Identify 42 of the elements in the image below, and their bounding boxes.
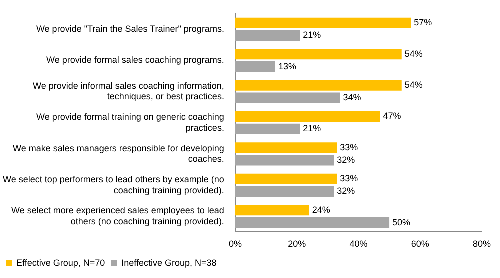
bar	[235, 18, 412, 28]
y-tick-label: We provide "Train the Sales Trainer" programs.	[36, 24, 224, 34]
y-tick-label: We select more experienced sales employees to lead others (no coaching training provided).	[11, 206, 224, 226]
bar	[235, 111, 380, 122]
x-tick-label: 40%	[350, 239, 368, 250]
bar	[235, 62, 276, 72]
data-label: 24%	[312, 204, 330, 215]
x-tick-label: 60%	[411, 239, 430, 250]
bar	[235, 92, 340, 104]
x-tick-label: 80%	[472, 239, 492, 250]
data-label: 34%	[343, 92, 362, 103]
bar	[235, 80, 402, 91]
data-label: 32%	[337, 154, 356, 165]
data-label: 57%	[414, 18, 432, 28]
legend-label: Ineffective Group, N=38	[122, 258, 217, 268]
bar	[235, 49, 402, 60]
y-tick-label: We provide informal sales coaching information, techniques, or best practices.	[33, 80, 224, 102]
data-label: 21%	[303, 124, 322, 134]
bar	[235, 124, 300, 135]
data-label: 54%	[404, 80, 423, 90]
bar	[235, 30, 300, 41]
bar	[235, 174, 338, 184]
data-label: 21%	[303, 30, 322, 40]
y-tick-label: We select top performers to lead others by example (no coaching training provided).	[2, 174, 224, 196]
bar	[235, 205, 310, 216]
data-label: 54%	[404, 48, 423, 59]
y-tick-label: We provide formal training on generic coaching practices.	[36, 112, 224, 133]
y-tick-label: We provide formal sales coaching programs.	[46, 55, 224, 66]
x-tick-label: 0%	[228, 239, 242, 250]
data-label: 33%	[340, 142, 358, 152]
bar	[235, 186, 334, 197]
data-label: 47%	[383, 111, 402, 122]
data-label: 32%	[337, 186, 356, 196]
data-label: 50%	[392, 217, 411, 228]
data-label: 13%	[278, 61, 297, 72]
y-tick-label: We make sales managers responsible for developing coaches.	[12, 143, 224, 164]
legend-label: Effective Group, N=70	[16, 258, 106, 268]
bar	[235, 142, 338, 154]
bar	[235, 218, 390, 228]
x-tick-label: 20%	[288, 239, 306, 250]
data-label: 33%	[340, 174, 358, 184]
bar	[235, 155, 334, 166]
